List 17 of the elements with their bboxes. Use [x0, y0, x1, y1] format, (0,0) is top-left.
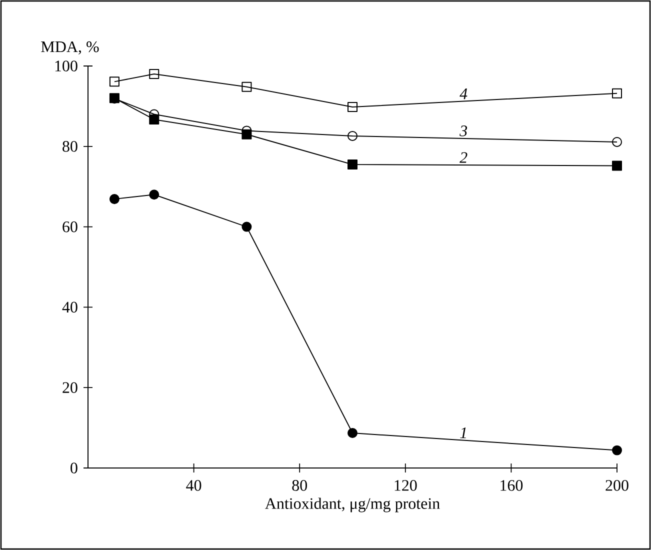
x-tick-label: 200: [606, 480, 628, 491]
series-label: 2: [460, 152, 468, 163]
series-label: 1: [460, 428, 466, 438]
x-tick-label: 80: [292, 480, 307, 491]
series-label: 3: [460, 126, 468, 136]
x-tick-label: 120: [394, 480, 417, 491]
y-tick-label: 80: [62, 141, 78, 152]
x-tick-label: 40: [186, 480, 202, 491]
x-tick-label: 160: [500, 480, 523, 491]
y-tick-label: 0: [70, 462, 78, 474]
y-axis-title: MDA, %: [41, 41, 99, 54]
series-label: 4: [460, 88, 468, 100]
x-axis-title: Antioxidant, μg/mg protein: [265, 498, 440, 512]
y-tick-label: 40: [62, 302, 78, 313]
y-tick-label: 60: [62, 221, 78, 232]
y-tick-label: 100: [55, 60, 78, 72]
y-tick-label: 20: [62, 382, 78, 393]
